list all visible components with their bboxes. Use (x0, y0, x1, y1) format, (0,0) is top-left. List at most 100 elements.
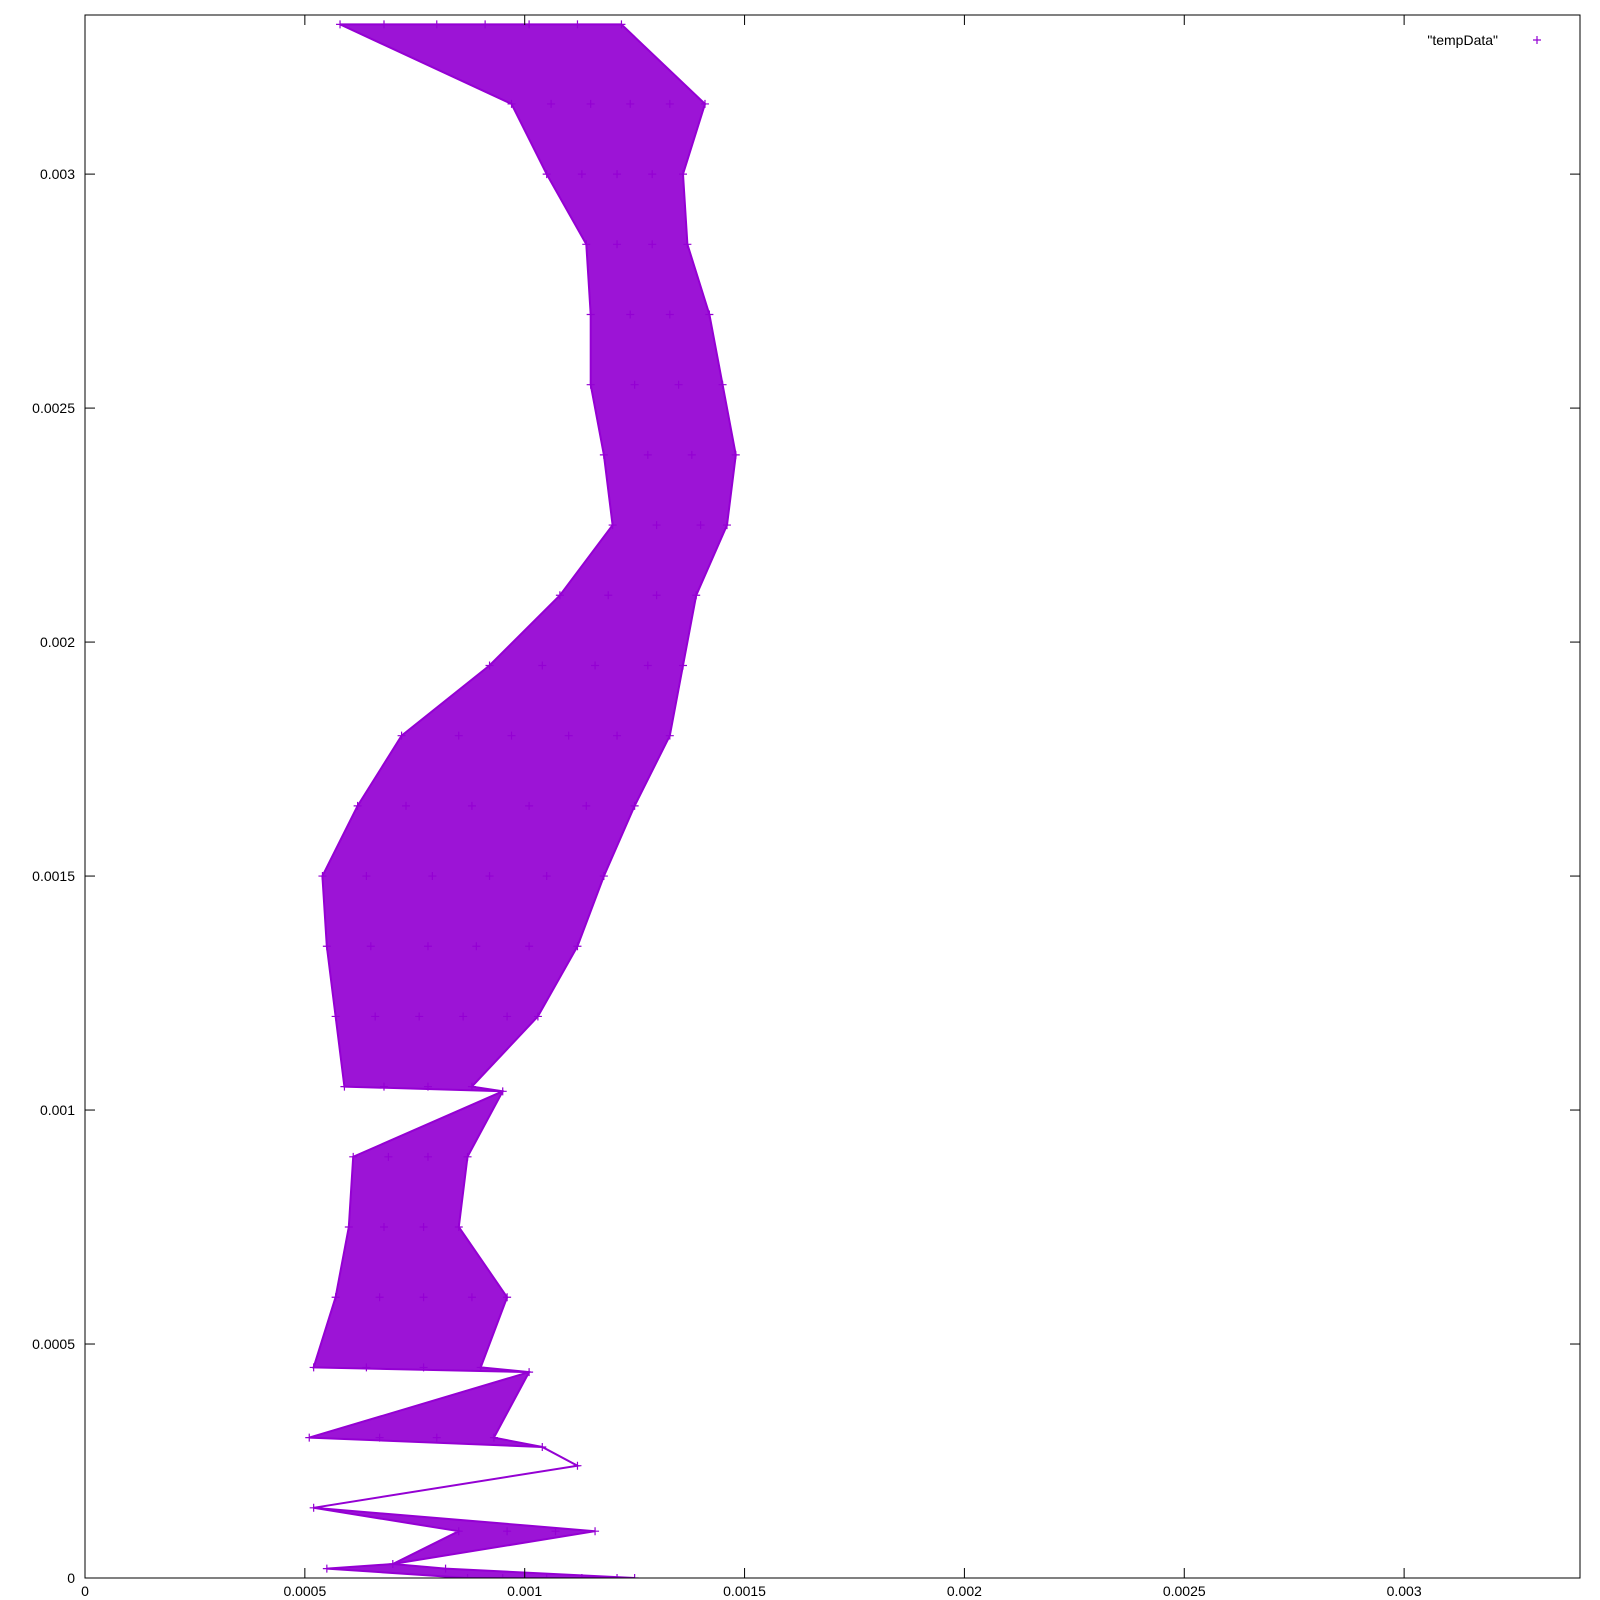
x-tick-label: 0.0015 (723, 1583, 766, 1599)
data-point (700, 99, 709, 108)
data-point (582, 801, 591, 810)
data-point (577, 170, 586, 179)
point-cloud (309, 23, 737, 1578)
data-point (573, 942, 582, 951)
data-point (525, 801, 534, 810)
data-point (419, 1293, 428, 1302)
data-point (564, 731, 573, 740)
data-point (604, 591, 613, 600)
data-point (630, 380, 639, 389)
x-tick-label: 0 (81, 1583, 89, 1599)
data-point (555, 591, 564, 600)
data-point (722, 521, 731, 530)
data-point (652, 591, 661, 600)
data-point (305, 1433, 314, 1442)
data-point (643, 661, 652, 670)
x-tick-label: 0.0005 (283, 1583, 326, 1599)
data-point (331, 1293, 340, 1302)
data-point (665, 99, 674, 108)
data-point (467, 1082, 476, 1091)
data-point (322, 1564, 331, 1573)
data-point (652, 521, 661, 530)
y-tick-label: 0.001 (40, 1102, 75, 1118)
y-tick-label: 0.003 (40, 166, 75, 182)
data-point (467, 1293, 476, 1302)
data-point (586, 380, 595, 389)
data-point (503, 1012, 512, 1021)
point-density-band (309, 23, 737, 1578)
data-point (648, 240, 657, 249)
data-point (309, 1363, 318, 1372)
data-point (525, 1368, 534, 1377)
x-tick-label: 0.001 (507, 1583, 542, 1599)
data-point (362, 1363, 371, 1372)
data-point (586, 99, 595, 108)
data-point (687, 450, 696, 459)
data-point (476, 1363, 485, 1372)
data-point (613, 170, 622, 179)
data-point (507, 99, 516, 108)
data-point (591, 661, 600, 670)
data-point (423, 1152, 432, 1161)
data-point (380, 1223, 388, 1232)
data-point (344, 1223, 353, 1232)
data-point (665, 731, 674, 740)
data-point (674, 380, 683, 389)
data-point (415, 1012, 424, 1021)
data-point (613, 1574, 622, 1578)
data-point (608, 521, 617, 530)
data-point (630, 801, 639, 810)
data-point (318, 872, 327, 881)
data-point (599, 872, 608, 881)
data-point (542, 170, 551, 179)
data-point (432, 1433, 441, 1442)
data-point (309, 1503, 318, 1512)
data-points (305, 20, 740, 1578)
data-point (340, 1082, 349, 1091)
legend-marker-plus-icon (1533, 36, 1541, 44)
data-point (485, 872, 494, 881)
data-point (384, 1152, 393, 1161)
y-tick-label: 0.002 (40, 634, 75, 650)
data-point (498, 1087, 507, 1096)
data-point (336, 20, 345, 29)
data-point (679, 170, 687, 179)
plot-frame (84, 14, 1581, 1579)
data-point (380, 20, 388, 29)
data-point (591, 1527, 600, 1536)
data-point (643, 450, 652, 459)
data-point (547, 99, 556, 108)
y-tick-label: 0 (67, 1570, 75, 1586)
data-point (503, 1293, 512, 1302)
data-point (463, 1574, 472, 1578)
data-point (419, 1363, 428, 1372)
data-point (630, 1574, 639, 1578)
data-point (481, 20, 490, 29)
x-tick-label: 0.0025 (1163, 1583, 1206, 1599)
data-point (586, 310, 595, 319)
data-point (573, 20, 582, 29)
data-point (401, 801, 410, 810)
x-tick-label: 0.003 (1387, 1583, 1422, 1599)
data-point (375, 1433, 384, 1442)
y-tick-label: 0.0015 (32, 868, 75, 884)
data-point (582, 240, 591, 249)
data-point (322, 942, 331, 951)
legend-label: "tempData" (1427, 32, 1498, 48)
data-point (718, 380, 727, 389)
data-point (371, 1012, 380, 1021)
data-point (349, 1152, 358, 1161)
data-point (599, 450, 608, 459)
data-point (551, 1527, 560, 1536)
data-point (542, 872, 551, 881)
data-point (498, 1574, 507, 1578)
x-tick-label: 0.002 (947, 1583, 982, 1599)
x-axis: 0 0.0005 0.001 0.0015 0.002 0.0025 0.003 (81, 15, 1422, 1599)
data-point (353, 801, 362, 810)
data-point (683, 240, 692, 249)
data-point (503, 1527, 512, 1536)
data-point (617, 20, 626, 29)
data-point (331, 1012, 340, 1021)
data-point (362, 872, 371, 881)
data-point (538, 661, 547, 670)
